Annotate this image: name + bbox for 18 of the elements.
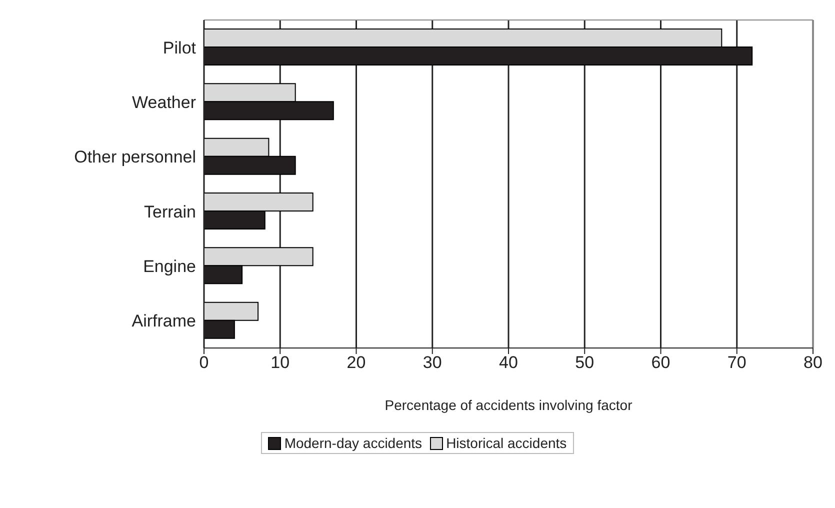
y-tick-label: Terrain (144, 202, 196, 222)
x-tick-label: 50 (575, 353, 594, 372)
x-tick-label: 80 (804, 353, 822, 372)
y-tick-label: Pilot (162, 38, 196, 58)
y-tick-label: Weather (132, 93, 196, 112)
y-tick-label: Airframe (132, 312, 196, 331)
x-tick-label: 20 (346, 353, 366, 372)
x-tick-label: 60 (651, 353, 670, 372)
legend-label: Modern-day accidents (284, 435, 422, 451)
x-tick-label: 30 (422, 353, 442, 372)
x-tick-label: 40 (499, 353, 518, 372)
x-axis-title: Percentage of accidents involving factor (384, 397, 633, 413)
x-tick-label: 10 (270, 353, 290, 372)
y-tick-label: Other personnel (74, 148, 196, 167)
x-tick-label: 0 (199, 353, 209, 372)
x-tick-label: 70 (727, 353, 746, 372)
y-tick-label: Engine (143, 257, 196, 276)
legend-label: Historical accidents (446, 435, 567, 451)
